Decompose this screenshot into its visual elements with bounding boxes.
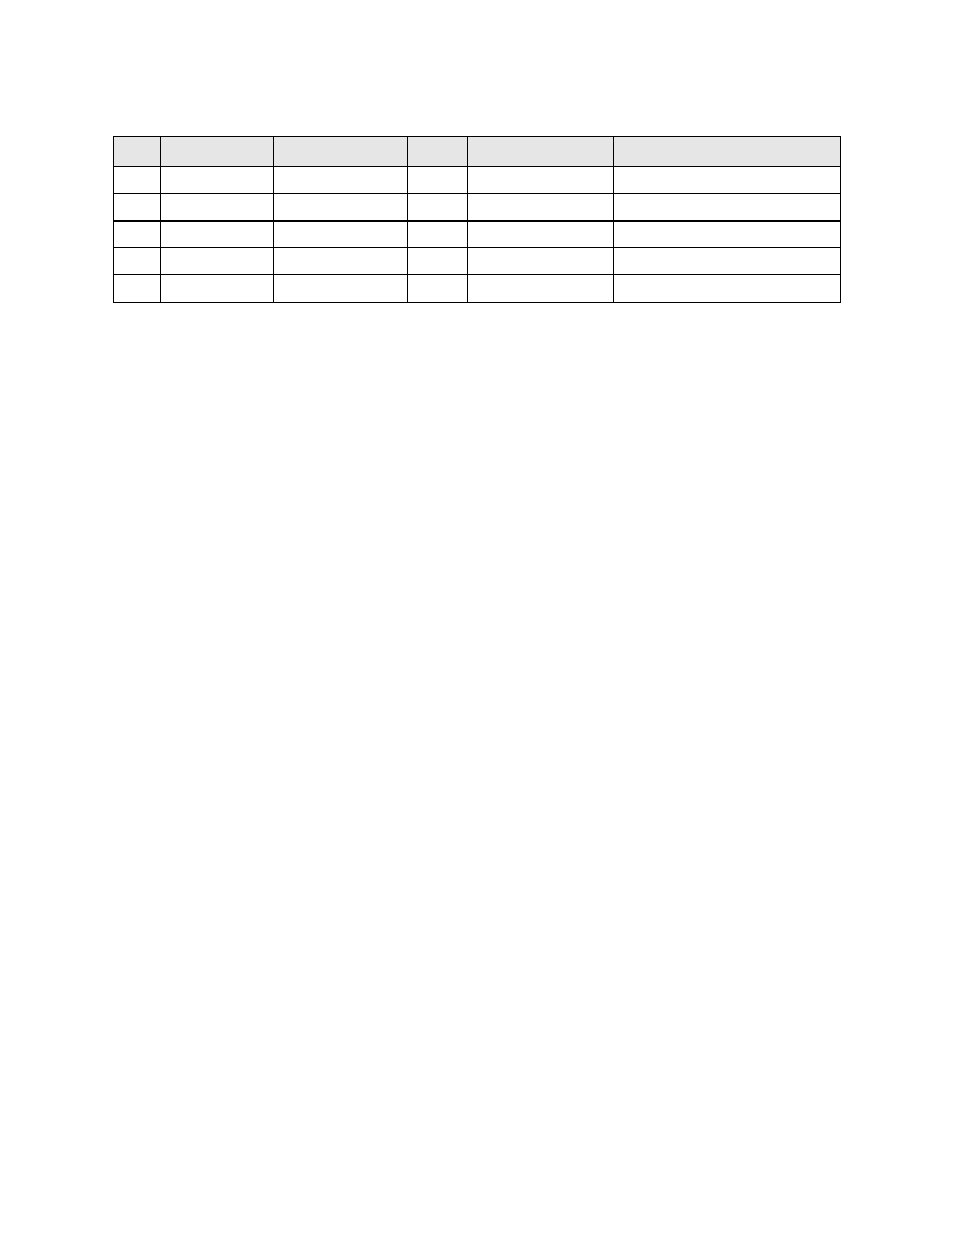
table-cell [468,194,614,221]
table-cell [114,221,161,248]
table-cell [408,194,468,221]
table-cell [614,167,841,194]
table-cell [468,221,614,248]
table-cell [408,167,468,194]
table-cell [114,275,161,303]
table-row [114,221,841,248]
table-cell [408,275,468,303]
table-cell [408,221,468,248]
table-header-cell [161,137,274,167]
page [0,0,954,1235]
table-header-cell [114,137,161,167]
table-cell [161,275,274,303]
table-row [114,248,841,275]
table-cell [274,167,408,194]
table-cell [614,194,841,221]
table-head [114,137,841,167]
table-cell [468,248,614,275]
table-row [114,167,841,194]
table-body [114,167,841,303]
table-cell [161,221,274,248]
data-table [113,136,841,303]
table-row [114,194,841,221]
table-cell [468,167,614,194]
table-cell [274,194,408,221]
table-header-row [114,137,841,167]
table-header-cell [468,137,614,167]
table-cell [614,221,841,248]
table-cell [274,275,408,303]
table-cell [161,167,274,194]
table-cell [161,248,274,275]
table-cell [408,248,468,275]
table-row [114,275,841,303]
table-cell [161,194,274,221]
table-header-cell [408,137,468,167]
table-cell [614,248,841,275]
table-cell [114,194,161,221]
table-header-cell [274,137,408,167]
table-cell [114,167,161,194]
table-cell [614,275,841,303]
table-header-cell [614,137,841,167]
table-cell [114,248,161,275]
table-cell [274,248,408,275]
table-cell [468,275,614,303]
table-cell [274,221,408,248]
